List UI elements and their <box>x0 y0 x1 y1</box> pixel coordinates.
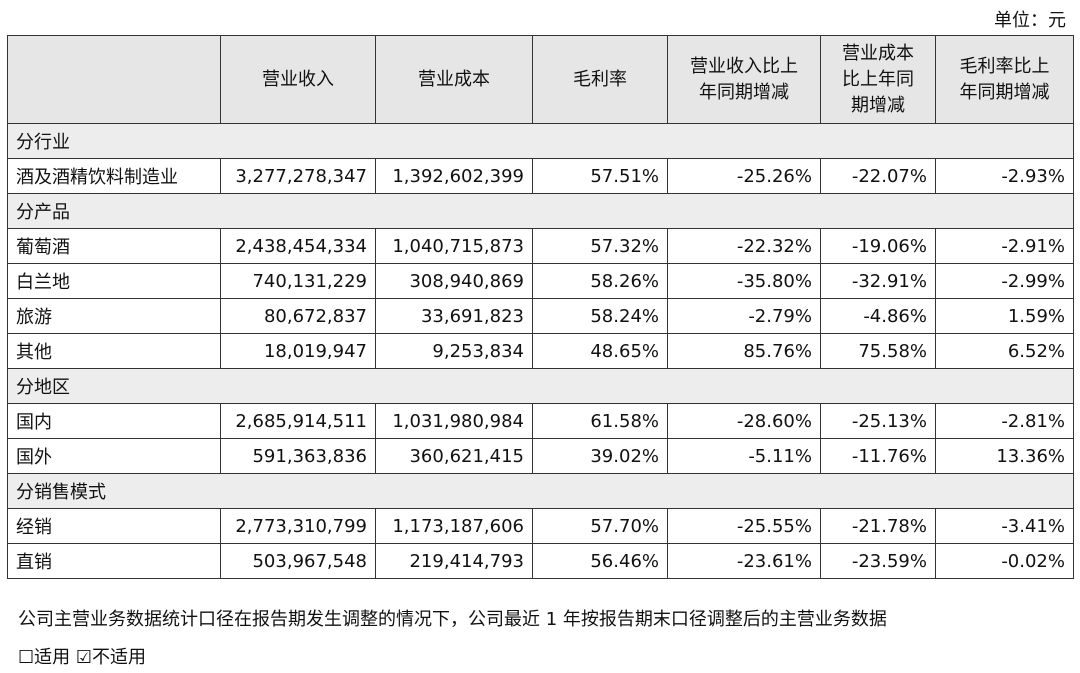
data-row: 国内 2,685,914,511 1,031,980,984 61.58% -28.60… <box>7 403 1074 439</box>
cell: 1,392,602,399 <box>375 158 533 194</box>
cell: -19.06% <box>820 228 936 264</box>
cell: -35.80% <box>667 263 821 299</box>
cell: 9,253,834 <box>375 333 533 369</box>
cell: 39.02% <box>532 438 668 474</box>
cell: 18,019,947 <box>220 333 376 369</box>
header-cell: 营业收入比上 年同期增减 <box>667 35 821 124</box>
cell: -25.26% <box>667 158 821 194</box>
cell: -2.79% <box>667 298 821 334</box>
cell: 13.36% <box>935 438 1074 474</box>
row-label: 经销 <box>7 508 221 544</box>
cell: -21.78% <box>820 508 936 544</box>
unit-label: 单位：元 <box>994 10 1066 31</box>
section-label: 分行业 <box>7 123 1074 159</box>
cell: 2,438,454,334 <box>220 228 376 264</box>
row-label: 国内 <box>7 403 221 439</box>
options: ☐适用 ☑不适用 <box>18 643 146 669</box>
section-label: 分产品 <box>7 193 1074 229</box>
section-label: 分销售模式 <box>7 473 1074 509</box>
data-table: 营业收入 营业成本 毛利率 营业收入比上 年同期增减 营业成本 比上年同 期增减 毛利率比… <box>7 35 1074 579</box>
cell: 503,967,548 <box>220 543 376 579</box>
cell: 48.65% <box>532 333 668 369</box>
cell: 2,773,310,799 <box>220 508 376 544</box>
cell: -22.32% <box>667 228 821 264</box>
data-row: 经销 2,773,310,799 1,173,187,606 57.70% -25.55… <box>7 508 1074 544</box>
data-row: 国外 591,363,836 360,621,415 39.02% -5.11% -11.… <box>7 438 1074 474</box>
row-label: 白兰地 <box>7 263 221 299</box>
cell: 2,685,914,511 <box>220 403 376 439</box>
row-label: 直销 <box>7 543 221 579</box>
cell: -3.41% <box>935 508 1074 544</box>
header-cell: 营业收入 <box>220 35 376 124</box>
data-row: 旅游 80,672,837 33,691,823 58.24% -2.79% -4.86%… <box>7 298 1074 334</box>
data-row: 葡萄酒 2,438,454,334 1,040,715,873 57.32% -22.3… <box>7 228 1074 264</box>
section-row: 分地区 <box>7 368 1074 404</box>
header-cell: 营业成本 <box>375 35 533 124</box>
header-cell <box>7 35 221 124</box>
cell: 219,414,793 <box>375 543 533 579</box>
data-row: 直销 503,967,548 219,414,793 56.46% -23.61% -23… <box>7 543 1074 579</box>
cell: -25.13% <box>820 403 936 439</box>
cell: 33,691,823 <box>375 298 533 334</box>
header-cell: 营业成本 比上年同 期增减 <box>820 35 936 124</box>
cell: -2.81% <box>935 403 1074 439</box>
cell: 75.58% <box>820 333 936 369</box>
data-row: 白兰地 740,131,229 308,940,869 58.26% -35.80% -3… <box>7 263 1074 299</box>
row-label: 其他 <box>7 333 221 369</box>
row-label: 酒及酒精饮料制造业 <box>7 158 221 194</box>
cell: -4.86% <box>820 298 936 334</box>
cell: 1,031,980,984 <box>375 403 533 439</box>
cell: 3,277,278,347 <box>220 158 376 194</box>
header-row: 营业收入 营业成本 毛利率 营业收入比上 年同期增减 营业成本 比上年同 期增减 毛利率比… <box>7 35 1074 124</box>
option: ☐适用 <box>18 647 71 668</box>
cell: 57.70% <box>532 508 668 544</box>
cell: -22.07% <box>820 158 936 194</box>
cell: 58.26% <box>532 263 668 299</box>
cell: -2.99% <box>935 263 1074 299</box>
section-row: 分产品 <box>7 193 1074 229</box>
data-row: 其他 18,019,947 9,253,834 48.65% 85.76% 75.58% 6… <box>7 333 1074 369</box>
option: ☑不适用 <box>75 647 147 668</box>
cell: 1,173,187,606 <box>375 508 533 544</box>
cell: -5.11% <box>667 438 821 474</box>
row-label: 旅游 <box>7 298 221 334</box>
data-row: 酒及酒精饮料制造业 3,277,278,347 1,392,602,399 57.51… <box>7 158 1074 194</box>
cell: -25.55% <box>667 508 821 544</box>
header-cell: 毛利率 <box>532 35 668 124</box>
cell: 56.46% <box>532 543 668 579</box>
cell: 85.76% <box>667 333 821 369</box>
cell: 6.52% <box>935 333 1074 369</box>
cell: 1,040,715,873 <box>375 228 533 264</box>
cell: -23.59% <box>820 543 936 579</box>
section-label: 分地区 <box>7 368 1074 404</box>
cell: -23.61% <box>667 543 821 579</box>
cell: 308,940,869 <box>375 263 533 299</box>
cell: -2.93% <box>935 158 1074 194</box>
cell: 57.32% <box>532 228 668 264</box>
cell: 57.51% <box>532 158 668 194</box>
cell: 591,363,836 <box>220 438 376 474</box>
cell: -11.76% <box>820 438 936 474</box>
cell: -2.91% <box>935 228 1074 264</box>
cell: 58.24% <box>532 298 668 334</box>
cell: -28.60% <box>667 403 821 439</box>
cell: -32.91% <box>820 263 936 299</box>
header-cell: 毛利率比上 年同期增减 <box>935 35 1074 124</box>
section-row: 分行业 <box>7 123 1074 159</box>
cell: 1.59% <box>935 298 1074 334</box>
cell: 740,131,229 <box>220 263 376 299</box>
section-row: 分销售模式 <box>7 473 1074 509</box>
note: 公司主营业务数据统计口径在报告期发生调整的情况下，公司最近 1 年按报告期末口径… <box>18 609 887 630</box>
cell: 80,672,837 <box>220 298 376 334</box>
row-label: 葡萄酒 <box>7 228 221 264</box>
cell: 61.58% <box>532 403 668 439</box>
cell: -0.02% <box>935 543 1074 579</box>
row-label: 国外 <box>7 438 221 474</box>
cell: 360,621,415 <box>375 438 533 474</box>
